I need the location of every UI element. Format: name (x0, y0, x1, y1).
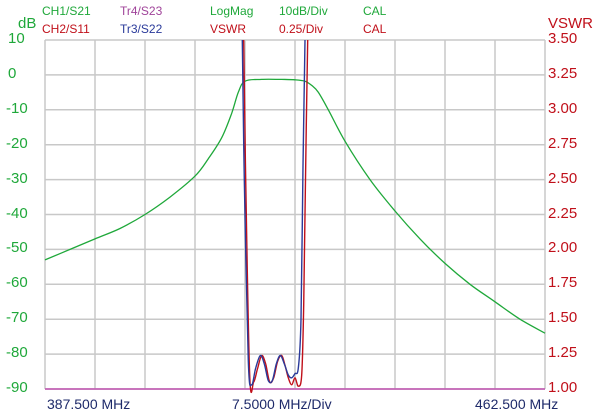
legend-cal-ch1: CAL (363, 4, 387, 18)
right-tick-label: 1.50 (548, 309, 578, 327)
legend-ch2-s11: CH2/S11 (42, 22, 90, 36)
right-tick-label: 2.25 (548, 204, 578, 222)
right-tick-label: 3.00 (548, 99, 578, 117)
right-tick-label: 3.50 (548, 30, 578, 47)
legend-format-logmag: LogMag (210, 4, 254, 18)
left-tick-label: -70 (6, 309, 28, 327)
trace-s22 (241, 39, 306, 387)
left-tick-label: -60 (6, 274, 28, 292)
right-tick-label: 1.25 (548, 344, 578, 362)
x-stop-label: 462.500 MHz (475, 396, 559, 412)
right-tick-label: 2.75 (548, 134, 578, 152)
right-tick-label: 2.50 (548, 169, 578, 187)
left-tick-label: 10 (8, 30, 25, 47)
left-tick-label: 0 (8, 64, 17, 82)
legend-cal-ch2: CAL (363, 22, 387, 36)
legend-ch1-s21: CH1/S21 (42, 4, 91, 18)
right-tick-label: 3.25 (548, 64, 578, 82)
x-start-label: 387.500 MHz (47, 396, 131, 412)
x-div-label: 7.5000 MHz/Div (232, 396, 332, 412)
legend-tr3-s22: Tr3/S22 (120, 22, 163, 36)
left-tick-label: -50 (6, 239, 28, 257)
trace-s11 (243, 39, 309, 394)
left-tick-label: -80 (6, 344, 28, 362)
trace-s21 (44, 78, 546, 334)
right-tick-label: 2.00 (548, 239, 578, 257)
legend-tr4-s23: Tr4/S23 (120, 4, 163, 18)
grid-lines (44, 39, 546, 390)
left-tick-label: -30 (6, 169, 28, 187)
left-axis-title: dB (18, 15, 37, 32)
right-tick-label: 1.00 (548, 379, 578, 396)
left-tick-label: -90 (6, 379, 28, 396)
left-tick-label: -40 (6, 204, 28, 222)
right-tick-label: 1.75 (548, 274, 578, 292)
legend-format-vswr: VSWR (210, 22, 246, 36)
left-tick-label: -10 (6, 99, 28, 117)
legend-scale-ch2: 0.25/Div (279, 22, 324, 36)
legend-scale-ch1: 10dB/Div (279, 4, 328, 18)
left-tick-label: -20 (6, 134, 28, 152)
right-axis-title: VSWR (548, 15, 593, 32)
